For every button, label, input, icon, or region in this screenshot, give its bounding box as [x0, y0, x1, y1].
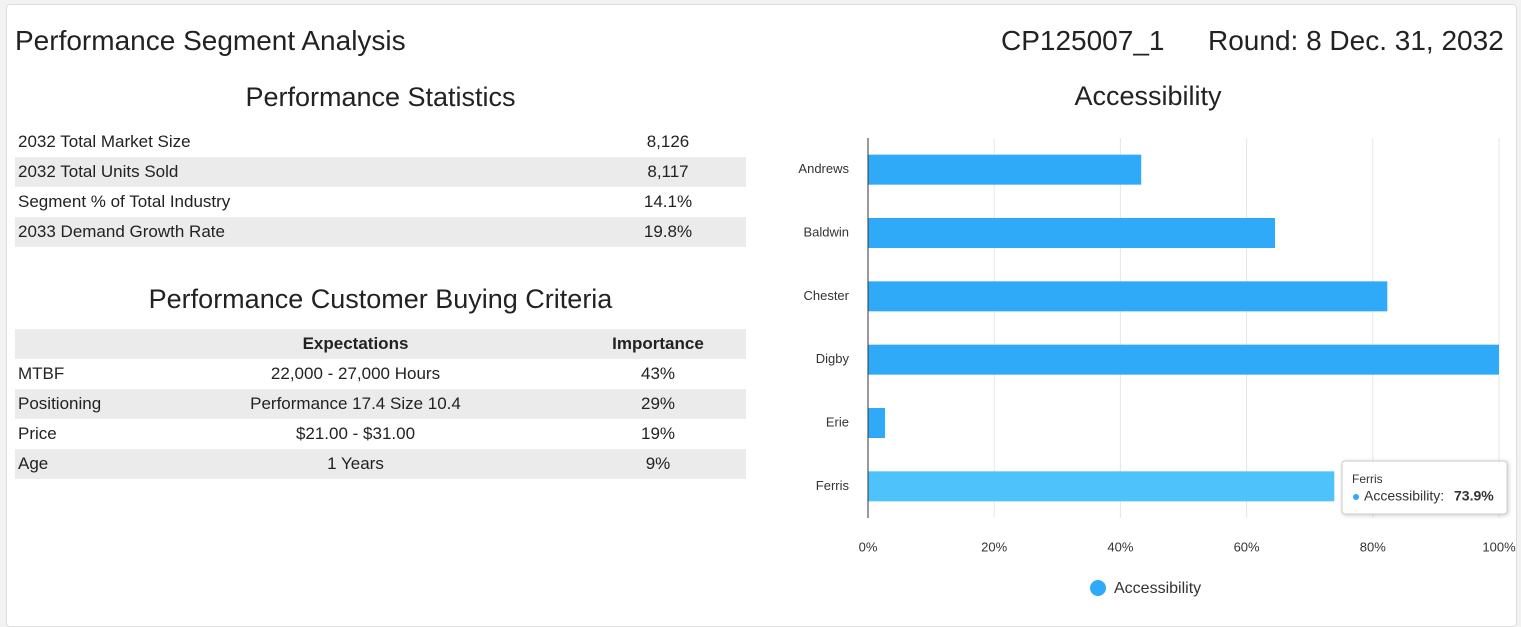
row: Segment % of Total Industry 14.1%: [15, 187, 746, 217]
bar: [868, 154, 1142, 185]
value: 8,117: [647, 162, 689, 181]
row: 2033 Demand Growth Rate 19.8%: [15, 217, 746, 247]
criteria-table: Expectations Importance MTBF 22,000 - 27,0…: [15, 329, 746, 479]
expectation: $21.00 - $31.00: [295, 424, 416, 443]
page-title: Performance Segment Analysis: [15, 25, 406, 56]
round: Round: 8 Dec. 31, 2032: [1208, 25, 1504, 56]
expectation: 1 Years: [327, 454, 384, 473]
y-tick-label: Baldwin: [803, 224, 849, 239]
value: 8,126: [646, 132, 690, 151]
card: Performance Segment Analysis CP125007_1 …: [6, 4, 1517, 627]
bar: [868, 218, 1275, 248]
stats-table: 2032 Total Market Size 8,126 2032 Total U…: [15, 127, 746, 247]
tooltip-box: [1341, 460, 1508, 515]
row: Positioning Performance 17.4 Size 10.4 29%: [15, 389, 746, 419]
criteria-title: Performance Customer Buying Criteria: [148, 284, 613, 314]
header: Importance: [612, 334, 704, 353]
tooltip-category: Ferris: [1352, 472, 1383, 486]
x-tick-label: 60%: [1234, 539, 1260, 554]
y-tick-label: Chester: [803, 288, 849, 303]
tooltip-label: Accessibility:: [1364, 488, 1444, 504]
label: Price: [18, 424, 57, 443]
value: 14.1%: [643, 192, 693, 211]
row: 2032 Total Market Size 8,126: [15, 127, 746, 157]
row: Price $21.00 - $31.00 19%: [15, 419, 746, 449]
importance: 29%: [640, 394, 676, 413]
x-tick-label: 40%: [1107, 539, 1133, 554]
expectation: 22,000 - 27,000 Hours: [270, 364, 441, 383]
label: 2032 Total Market Size: [18, 132, 191, 151]
company-id: CP125007_1: [1001, 25, 1165, 56]
x-tick-label: 20%: [981, 539, 1007, 554]
label: Age: [18, 454, 49, 473]
tooltip: Ferris Accessibility: 73.9%: [1341, 460, 1508, 515]
x-tick-label: 100%: [1482, 539, 1516, 554]
bar: [868, 408, 886, 438]
legend-label: Accessibility: [1114, 580, 1201, 597]
stats-title: Performance Statistics: [245, 82, 516, 112]
bar: [868, 344, 1499, 375]
bar: [868, 281, 1388, 312]
row: Age 1 Years 9%: [15, 449, 746, 479]
label: Positioning: [18, 394, 102, 413]
header-row: Expectations Importance: [15, 329, 746, 359]
tooltip-value: 73.9%: [1454, 488, 1494, 504]
legend-marker: [1090, 580, 1106, 596]
y-tick-label: Digby: [816, 351, 850, 366]
importance: 19%: [640, 424, 676, 443]
y-tick-label: Andrews: [798, 161, 849, 176]
tooltip-marker: [1353, 494, 1359, 500]
label: MTBF: [18, 364, 65, 383]
x-tick-label: 80%: [1360, 539, 1386, 554]
value: 19.8%: [643, 222, 693, 241]
row: 2032 Total Units Sold 8,117: [15, 157, 746, 187]
y-tick-label: Erie: [826, 414, 849, 429]
label: 2033 Demand Growth Rate: [18, 222, 225, 241]
label: 2032 Total Units Sold: [18, 162, 179, 181]
expectation: Performance 17.4 Size 10.4: [250, 394, 461, 413]
importance: 43%: [640, 364, 676, 383]
chart-title: Accessibility: [1074, 81, 1222, 111]
x-tick-label: 0%: [859, 539, 878, 554]
importance: 9%: [645, 454, 671, 473]
row: MTBF 22,000 - 27,000 Hours 43%: [15, 359, 746, 389]
bar: [868, 471, 1335, 502]
label: Segment % of Total Industry: [18, 192, 231, 211]
header: Expectations: [302, 334, 409, 353]
y-tick-label: Ferris: [816, 478, 850, 493]
